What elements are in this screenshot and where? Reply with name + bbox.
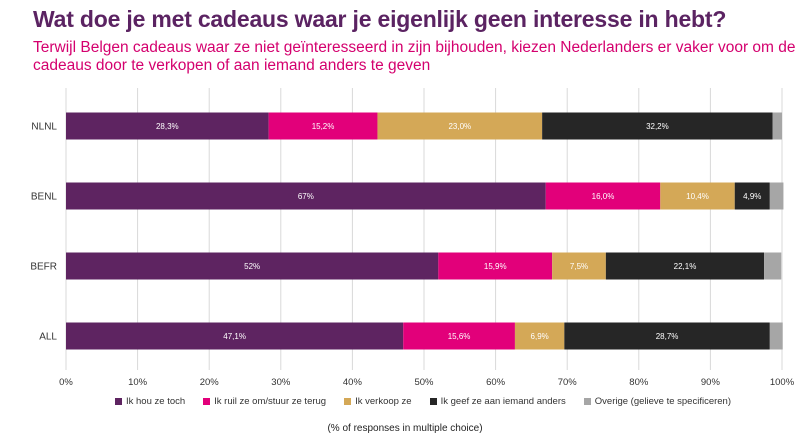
x-tick-label: 20% (200, 377, 220, 388)
bar-segment (552, 252, 606, 280)
chart-title: Wat doe je met cadeaus waar je eigenlijk… (33, 6, 727, 32)
category-label: BENL (31, 192, 58, 203)
legend-item: Ik ruil ze om/stuur ze terug (203, 396, 326, 407)
bar-segment (734, 182, 770, 210)
x-axis-caption: (% of responses in multiple choice) (327, 423, 483, 434)
legend-item: Ik hou ze toch (115, 396, 185, 407)
legend-label: Ik ruil ze om/stuur ze terug (214, 396, 327, 407)
data-label: 15,2% (312, 122, 335, 131)
category-label: NLNL (31, 122, 57, 133)
legend-label: Ik hou ze toch (126, 396, 186, 407)
x-tick-label: 100% (770, 377, 795, 388)
x-tick-label: 0% (59, 377, 73, 388)
data-label: 28,7% (656, 332, 679, 341)
data-label: 15,9% (484, 262, 507, 271)
bar-segment (268, 112, 378, 140)
bar-segment (660, 182, 735, 210)
legend-swatch (115, 398, 122, 405)
x-tick-label: 60% (486, 377, 506, 388)
bar-segment (514, 322, 565, 350)
data-label: 22,1% (674, 262, 697, 271)
data-label: 16,0% (592, 192, 615, 201)
bar-segment (66, 112, 269, 140)
data-label: 6,9% (531, 332, 549, 341)
x-tick-label: 90% (701, 377, 721, 388)
bar-segment (545, 182, 661, 210)
data-label: 15,6% (448, 332, 471, 341)
bar-segment (542, 112, 773, 140)
bar-segment (769, 182, 784, 210)
data-label: 32,2% (646, 122, 669, 131)
data-label: 52% (244, 262, 260, 271)
bar-segment (564, 322, 770, 350)
data-label: 28,3% (156, 122, 179, 131)
legend-item: Ik geef ze aan iemand anders (429, 396, 566, 407)
legend-label: Ik geef ze aan iemand anders (440, 396, 566, 407)
bar-segment (66, 252, 439, 280)
legend-swatch (203, 398, 211, 405)
bar-segment (772, 112, 782, 140)
bar-segment (403, 322, 515, 350)
bar-segment (769, 322, 783, 350)
chart-legend: Ik hou ze toch Ik ruil ze om/stuur ze ter… (115, 396, 731, 407)
bar-segment (377, 112, 543, 140)
legend-item: Ik verkoop ze (344, 396, 412, 407)
data-label: 47,1% (223, 332, 246, 341)
data-label: 4,9% (743, 192, 761, 201)
x-tick-label: 70% (558, 377, 578, 388)
x-tick-label: 40% (343, 377, 363, 388)
category-label: ALL (39, 332, 57, 343)
legend-swatch (344, 398, 352, 405)
data-label: 7,5% (570, 262, 588, 271)
x-tick-label: 80% (629, 377, 649, 388)
category-label: BEFR (30, 262, 57, 273)
legend-label: Ik verkoop ze (355, 396, 412, 407)
bar-segment (66, 182, 546, 210)
data-label: 67% (298, 192, 314, 201)
legend-label: Overige (gelieve te specificeren) (594, 396, 731, 407)
legend-item: Overige (gelieve te specificeren) (583, 396, 731, 407)
legend-swatch (583, 398, 591, 405)
x-tick-label: 10% (128, 377, 148, 388)
data-label: 10,4% (686, 192, 709, 201)
bar-segment (605, 252, 765, 280)
bar-segment (438, 252, 553, 280)
x-tick-label: 30% (271, 377, 291, 388)
legend-swatch (429, 398, 437, 405)
bar-segment (66, 322, 404, 350)
bar-segment (764, 252, 782, 280)
x-tick-label: 50% (414, 377, 434, 388)
data-label: 23,0% (448, 122, 471, 131)
chart-subtitle: Terwijl Belgen cadeaus waar ze niet geïn… (33, 39, 796, 74)
